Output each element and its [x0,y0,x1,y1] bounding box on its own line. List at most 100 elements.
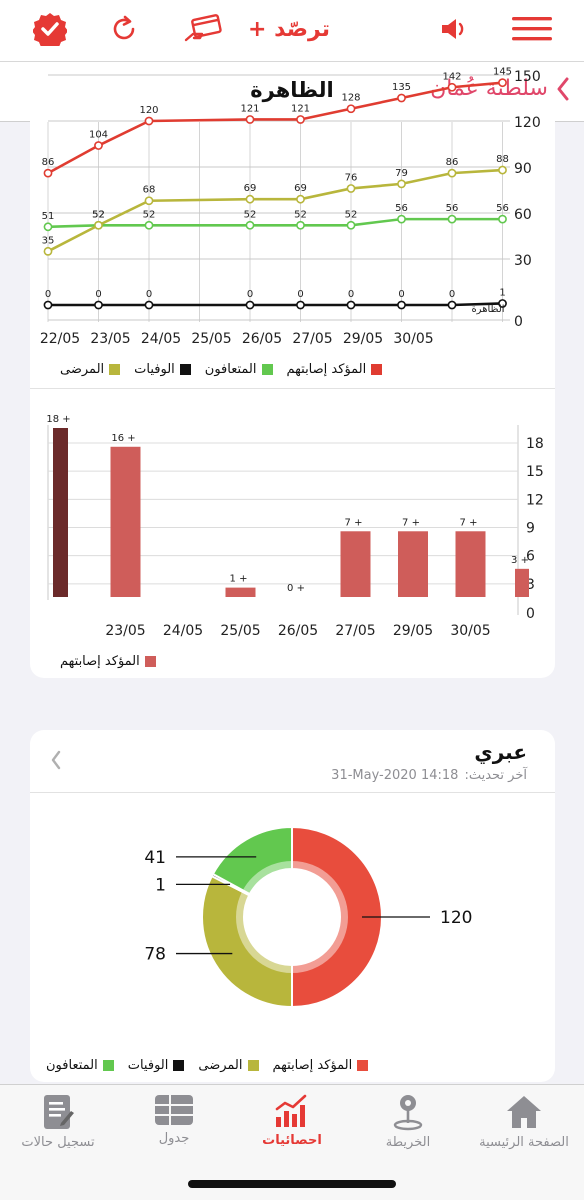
legend-label: المؤكد إصابتهم [286,362,367,377]
data-point [296,300,305,310]
data-label: 7 + [460,517,478,528]
data-label: 121 [291,103,310,114]
series-line [48,302,503,307]
line-chart-legend: المؤكد إصابتهم المتعافون الوفيات المرضى [60,362,383,377]
card-payment-icon[interactable] [180,8,228,50]
data-point [447,214,457,224]
y-tick-label: 120 [514,115,541,131]
bar-chart-legend: المؤكد إصابتهم [60,654,156,669]
tab-home[interactable]: الصفحة الرئيسية [466,1093,582,1150]
data-point [346,300,356,310]
tab-register-cases[interactable]: تسجيل حالات [0,1093,116,1150]
data-label: 52 [294,209,307,220]
donut-chart: 120 78 1 41 [144,825,472,1009]
y-tick-label: 15 [526,464,544,480]
data-label: 79 [395,168,408,179]
data-label: 0 [348,289,354,300]
tab-table[interactable]: جدول [116,1093,232,1146]
data-point [245,220,255,230]
data-label: 0 [95,289,101,300]
data-point [346,184,356,193]
data-point [144,196,154,206]
data-point [296,220,305,230]
x-tick-label: 26/05 [242,331,282,347]
series-line [47,168,503,253]
tab-statistics[interactable]: احصائيات [234,1093,350,1148]
bar [53,428,68,597]
data-label: 1 + [230,574,248,585]
data-label: 0 [45,289,51,300]
chevron-left-icon [557,77,569,100]
data-point [245,194,255,204]
legend-item: المؤكد إصابتهم [60,654,156,669]
data-label: 18 + [46,414,70,425]
data-point [43,222,53,232]
legend-swatch [173,1060,185,1071]
verified-badge-icon[interactable] [30,8,70,50]
divider [30,388,555,389]
data-point [144,220,154,230]
last-updated-value: 31-May-2020 14:18 [331,768,459,783]
data-point [447,168,457,178]
x-tick-label: 22/05 [40,331,80,347]
data-label: 56 [446,203,459,214]
x-tick-label: 29/05 [343,331,383,347]
tab-label: جدول [158,1131,190,1146]
data-label: 1 [499,287,505,298]
last-updated-label: آخر تحديث: [464,768,527,783]
app-brand: ترصّد + [248,16,331,42]
legend-item: الوفيات [128,1058,185,1073]
bar-chart: 0 3 6 9 12 15 18 18 + 16 + 23/05 24/05 1 + 25/05 0 + 2… [46,414,544,639]
data-label: 145 [493,67,512,78]
sound-icon[interactable] [436,8,472,50]
bar [515,568,529,597]
legend-swatch [247,1060,259,1071]
bar [110,446,141,597]
chevron-left-icon[interactable] [50,750,62,774]
x-tick-label: 25/05 [191,331,231,347]
x-tick-label: 24/05 [141,331,181,347]
x-tick-label: 27/05 [292,331,332,347]
data-point [397,214,406,224]
series-line [47,81,503,175]
data-point [43,246,53,256]
data-label: 69 [294,183,307,194]
top-bar: ترصّد + [0,0,584,62]
data-label: 56 [496,203,509,214]
data-label: 51 [42,211,55,222]
legend-label: المتعافون [204,362,257,377]
legend-label: المؤكد إصابتهم [60,654,140,669]
data-label: 68 [143,185,156,196]
data-point [296,194,305,204]
form-icon [44,1095,74,1129]
page-title: الظاهرة [250,78,334,102]
slice-value-label: 1 [155,875,166,895]
data-point [397,300,406,310]
data-label: 56 [395,203,408,214]
legend-swatch [102,1060,114,1071]
chart-icon [275,1094,307,1127]
region-card: عبري آخر تحديث: 31-May-2020 14:18 [30,730,555,1082]
home-icon [507,1096,541,1128]
slice-value-label: 120 [440,908,472,928]
y-tick-label: 18 [526,436,544,452]
refresh-icon[interactable] [104,8,144,50]
x-tick-label: 23/05 [105,623,145,639]
legend-swatch [179,364,191,375]
menu-icon[interactable] [510,8,554,50]
data-label: 0 [398,289,404,300]
y-tick-label: 0 [514,314,523,330]
data-point [296,115,305,124]
tab-map[interactable]: الخريطة [350,1093,466,1150]
data-point [498,214,507,224]
bar [225,587,256,597]
line-chart: 0 30 60 90 120 150 22/05 23/05 24/05 25/05 26/05 27… [40,67,541,347]
donut-inner-ring [236,861,348,973]
y-tick-label: 60 [514,207,532,223]
data-point [43,168,53,178]
donut-slice [201,874,293,1009]
divider [30,792,555,793]
data-point [144,300,154,310]
tab-label: احصائيات [262,1133,322,1148]
data-label: 35 [42,235,55,246]
